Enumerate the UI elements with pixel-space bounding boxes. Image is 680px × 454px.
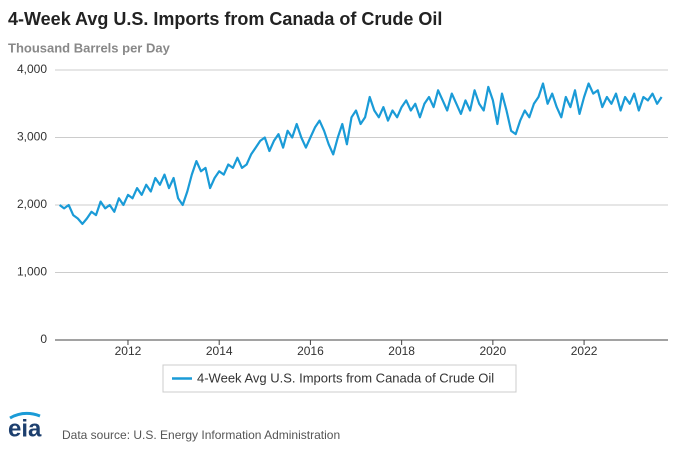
x-tick-label: 2022 bbox=[571, 344, 598, 358]
chart-subtitle: Thousand Barrels per Day bbox=[8, 40, 171, 55]
y-tick-label: 1,000 bbox=[17, 265, 47, 279]
y-tick-label: 3,000 bbox=[17, 130, 47, 144]
x-tick-label: 2018 bbox=[388, 344, 415, 358]
x-tick-label: 2014 bbox=[206, 344, 233, 358]
y-tick-label: 0 bbox=[40, 332, 47, 346]
y-tick-label: 2,000 bbox=[17, 197, 47, 211]
legend-box bbox=[162, 364, 517, 393]
data-line bbox=[58, 82, 663, 225]
x-tick-label: 2016 bbox=[297, 344, 324, 358]
chart-title: 4-Week Avg U.S. Imports from Canada of C… bbox=[8, 9, 442, 29]
y-tick-label: 4,000 bbox=[17, 62, 47, 76]
legend-label: 4-Week Avg U.S. Imports from Canada of C… bbox=[197, 370, 494, 385]
logo: eia bbox=[8, 415, 42, 442]
x-tick-label: 2012 bbox=[115, 344, 142, 358]
x-tick-label: 2020 bbox=[480, 344, 507, 358]
source-note: Data source: U.S. Energy Information Adm… bbox=[62, 428, 340, 442]
logo-swoosh bbox=[9, 411, 41, 420]
